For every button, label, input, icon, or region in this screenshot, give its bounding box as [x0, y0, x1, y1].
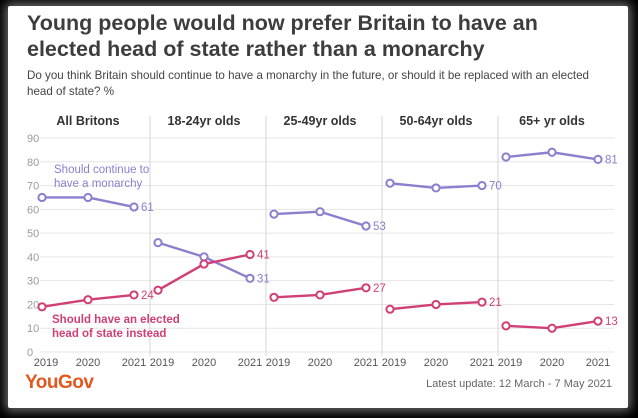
elected-point: [547, 323, 557, 333]
x-tick-label: 2019: [34, 357, 58, 369]
elected-point: [245, 249, 255, 260]
elected-point: [361, 283, 371, 293]
elected-point: [315, 290, 325, 300]
monarchy-annotation: have a monarchy: [54, 178, 142, 190]
x-tick-label: 2020: [308, 357, 332, 369]
panel-title: 25-49yr olds: [284, 114, 357, 128]
latest-update-text: Latest update: 12 March - 7 May 2021: [426, 378, 612, 390]
monarchy-end-label: 53: [373, 221, 386, 233]
y-tick-label: 40: [27, 252, 39, 264]
x-tick-label: 2019: [266, 357, 290, 369]
x-tick-label: 2021: [238, 357, 262, 369]
elected-point: [593, 316, 603, 326]
x-tick-label: 2021: [354, 357, 378, 369]
monarchy-point: [83, 192, 93, 203]
panel-title: 18-24yr olds: [168, 114, 241, 128]
elected-end-label: 21: [489, 297, 502, 309]
chart-card: [8, 6, 628, 408]
x-tick-label: 2019: [150, 357, 174, 369]
y-tick-label: 60: [27, 204, 39, 216]
elected-point: [385, 304, 395, 314]
elected-point: [153, 285, 163, 295]
x-tick-label: 2021: [586, 357, 610, 369]
elected-point: [199, 259, 209, 269]
elected-point: [129, 290, 139, 300]
elected-end-label: 27: [373, 283, 386, 295]
y-tick-label: 90: [27, 133, 39, 145]
elected-point: [501, 321, 511, 331]
monarchy-point: [153, 238, 163, 248]
monarchy-point: [129, 202, 139, 212]
x-tick-label: 2020: [424, 357, 448, 369]
monarchy-point: [431, 183, 441, 193]
elected-end-label: 24: [141, 290, 154, 302]
monarchy-point: [269, 209, 279, 219]
y-tick-label: 70: [27, 181, 39, 193]
monarchy-point: [385, 178, 395, 188]
y-tick-label: 80: [27, 157, 39, 169]
elected-point: [37, 302, 47, 312]
y-tick-label: 30: [27, 276, 39, 288]
monarchy-end-label: 81: [605, 154, 618, 166]
monarchy-end-label: 70: [489, 181, 502, 193]
x-tick-label: 2019: [382, 357, 406, 369]
monarchy-annotation: Should continue to: [54, 164, 149, 176]
elected-end-label: 41: [257, 250, 270, 262]
y-tick-label: 10: [27, 323, 39, 335]
panel-title: 50-64yr olds: [400, 114, 473, 128]
y-tick-label: 0: [27, 347, 33, 359]
monarchy-end-label: 31: [257, 273, 270, 285]
x-tick-label: 2021: [122, 357, 146, 369]
elected-point: [269, 292, 279, 302]
monarchy-point: [477, 180, 487, 191]
monarchy-point: [547, 147, 557, 157]
monarchy-point: [199, 252, 209, 262]
x-tick-label: 2020: [192, 357, 216, 369]
elected-point: [431, 299, 441, 310]
monarchy-point: [361, 221, 371, 231]
elected-end-label: 13: [605, 316, 618, 328]
x-tick-label: 2021: [470, 357, 494, 369]
monarchy-end-label: 61: [141, 202, 154, 214]
elected-point: [477, 297, 487, 307]
yougov-logo: YouGov: [25, 372, 94, 393]
elected-point: [83, 295, 93, 305]
x-tick-label: 2020: [76, 357, 100, 369]
panel-title: 65+ yr olds: [519, 114, 585, 128]
y-tick-label: 20: [27, 299, 39, 311]
chart-title: Young people would now prefer Britain to…: [27, 11, 538, 61]
x-tick-label: 2019: [498, 357, 522, 369]
elected-annotation: Should have an elected: [52, 314, 180, 326]
monarchy-point: [245, 273, 255, 283]
monarchy-point: [315, 207, 325, 217]
elected-annotation: head of state instead: [52, 328, 166, 340]
x-tick-label: 2020: [540, 357, 564, 369]
chart-subtitle: Do you think Britain should continue to …: [27, 69, 589, 98]
monarchy-point: [37, 192, 47, 203]
y-tick-label: 50: [27, 228, 39, 240]
monarchy-point: [593, 154, 603, 164]
monarchy-point: [501, 152, 511, 162]
panel-title: All Britons: [56, 114, 119, 128]
